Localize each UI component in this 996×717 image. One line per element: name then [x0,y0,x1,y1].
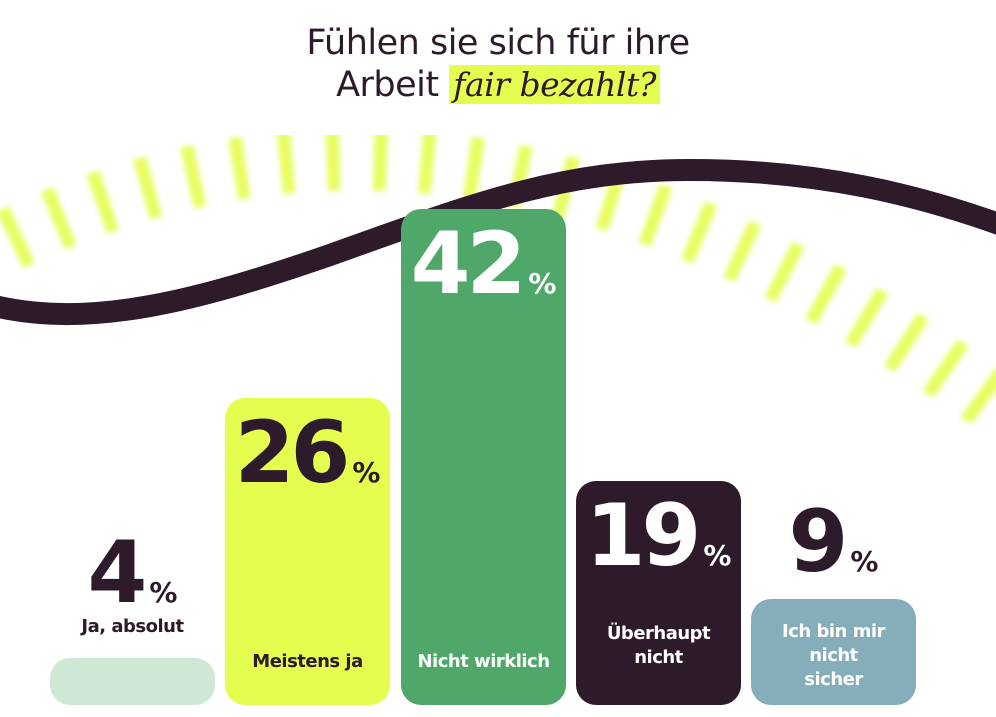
bar-5 [751,599,916,705]
dark-wave-line [0,158,996,326]
percent-sign: % [149,576,178,609]
bar-1 [50,658,215,705]
lime-dash-arc [0,128,996,426]
percent-sign: % [528,267,557,300]
title-highlight: fair bezahlt? [449,65,660,104]
value-number: 19 [585,486,702,586]
bar-4 [576,481,741,705]
percent-sign: % [850,545,879,578]
percent-sign: % [352,456,381,489]
value-label: 19% [576,493,741,599]
title-line-2: Arbeit fair bezahlt? [0,64,996,106]
value-label: 26% [225,410,390,516]
category-label: Überhaupt nicht [606,623,711,668]
value-number: 9 [788,492,849,592]
value-label: 42% [401,221,566,327]
chart-title: Fühlen sie sich für ihre Arbeit fair bez… [0,22,996,106]
category-label: Ich bin mir nicht sicher [782,621,885,690]
percent-sign: % [703,539,732,572]
category-label: Nicht wirklich [417,651,550,672]
bar-3 [401,209,566,705]
category-label: Ja, absolut [81,616,184,637]
value-label: 9% [751,499,916,605]
value-number: 26 [234,403,351,503]
value-number: 4 [87,523,148,623]
value-number: 42 [410,214,527,314]
title-plain: Arbeit [336,65,439,105]
bar-2 [225,398,390,705]
title-line-1: Fühlen sie sich für ihre [306,23,690,63]
category-label: Meistens ja [252,651,363,672]
value-label: 4% [50,530,215,636]
